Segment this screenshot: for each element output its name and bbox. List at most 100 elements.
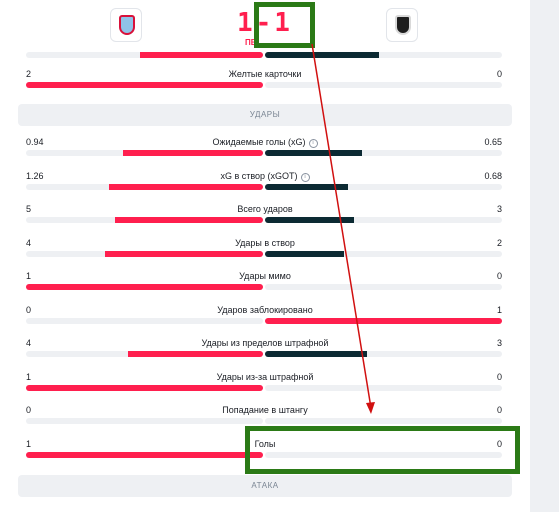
stat-label: Попадание в штангу	[130, 405, 400, 415]
home-value: 1	[26, 271, 32, 281]
info-icon[interactable]: i	[308, 139, 318, 148]
home-value: 1.26	[26, 170, 44, 181]
stat-label: Голы	[130, 439, 400, 449]
home-bar-track	[26, 183, 263, 190]
match-score: 1-1	[237, 8, 293, 38]
away-value: 0.68	[484, 170, 502, 181]
stat-row: 0.94 Ожидаемые голы (xG) i 0.65	[0, 137, 530, 170]
away-bar	[265, 250, 344, 257]
stat-label: Удары из пределов штрафной	[130, 338, 400, 348]
home-bar	[127, 351, 263, 357]
home-bar	[26, 284, 263, 290]
away-bar	[265, 183, 348, 190]
stat-label: Ожидаемые голы (xG) i	[130, 137, 400, 148]
home-bar	[123, 150, 263, 156]
info-icon[interactable]: i	[300, 172, 310, 182]
home-value: 2	[26, 69, 32, 79]
stat-row: 4 Удары в створ 2	[0, 238, 530, 271]
home-bar	[26, 82, 263, 88]
away-bar-track	[265, 418, 502, 424]
home-value: 1	[26, 371, 32, 382]
home-bar-track	[26, 284, 263, 290]
home-bar	[26, 384, 263, 391]
stat-label-text: Ожидаемые голы (xG)	[212, 137, 306, 147]
stat-row: 1 Удары мимо 0	[0, 271, 530, 304]
stat-label: xG в створ (xGOT) i	[130, 171, 400, 182]
away-bar	[265, 317, 502, 324]
stat-label-text: xG в створ (xGOT)	[220, 170, 298, 181]
stat-row: 5 Всего ударов 3	[0, 204, 530, 237]
away-bar	[265, 52, 379, 58]
away-value: 0	[496, 69, 502, 79]
away-bar-track	[265, 183, 502, 190]
stat-row: 1 Удары из-за штрафной 0	[0, 372, 530, 405]
stat-label: Удары мимо	[130, 271, 400, 281]
stat-label-text: Попадание в штангу	[222, 405, 308, 415]
stat-row: 1.26 xG в створ (xGOT) i 0.68	[0, 171, 530, 204]
home-bar-track	[26, 317, 263, 324]
home-bar	[26, 451, 263, 458]
away-bar-track	[265, 351, 502, 357]
paok-crest-icon	[395, 15, 411, 35]
stat-row-partial	[0, 38, 530, 71]
stat-label-text: Удары из-за штрафной	[216, 371, 314, 382]
home-value: 0	[26, 304, 32, 315]
stat-label-text: Удары мимо	[239, 271, 291, 281]
away-value: 0	[496, 371, 502, 382]
home-bar-track	[26, 250, 263, 257]
home-bar-track	[26, 451, 263, 458]
away-value: 0	[496, 405, 502, 415]
home-value: 1	[26, 438, 32, 449]
stat-label: Удары из-за штрафной	[130, 372, 400, 382]
home-value: 4	[26, 338, 32, 348]
away-value: 3	[496, 204, 502, 214]
stat-row-yellow-cards: 2 Желтые карточки 0	[0, 69, 530, 102]
away-team-logo[interactable]	[386, 8, 418, 42]
home-bar	[104, 250, 263, 257]
home-bar	[108, 183, 263, 190]
away-bar-track	[265, 317, 502, 324]
away-bar-track	[265, 451, 502, 458]
page-scrollbar[interactable]	[542, 0, 559, 512]
away-bar	[265, 217, 354, 223]
section-header-attack: АТАКА	[18, 475, 512, 497]
home-bar-track	[26, 82, 263, 88]
away-value: 0.65	[484, 137, 502, 147]
home-team-logo[interactable]	[110, 8, 142, 42]
away-bar-track	[265, 384, 502, 391]
away-value: 1	[496, 304, 502, 315]
stat-label-text: Всего ударов	[237, 204, 293, 214]
home-bar-track	[26, 217, 263, 223]
away-bar	[265, 150, 363, 156]
stat-row: 0 Ударов заблокировано 1	[0, 305, 530, 338]
stat-label-text: Ударов заблокировано	[217, 304, 313, 315]
away-bar-track	[265, 150, 502, 156]
celta-crest-icon	[119, 15, 135, 35]
home-value: 5	[26, 204, 32, 214]
away-bar-track	[265, 284, 502, 290]
away-bar-track	[265, 82, 502, 88]
away-value: 2	[496, 237, 502, 248]
home-bar-track	[26, 351, 263, 357]
away-bar	[265, 351, 367, 357]
home-value: 0	[26, 405, 32, 415]
stat-label-text: Голы	[254, 438, 276, 449]
stat-row: 0 Попадание в штангу 0	[0, 405, 530, 438]
away-bar-track	[265, 250, 502, 257]
away-bar-track	[265, 52, 502, 58]
stat-row: 4 Удары из пределов штрафной 3	[0, 338, 530, 371]
home-bar	[114, 217, 263, 223]
home-bar	[139, 52, 263, 58]
home-bar-track	[26, 150, 263, 156]
away-value: 3	[496, 338, 502, 348]
away-value: 0	[496, 438, 502, 449]
home-bar-track	[26, 418, 263, 424]
away-bar-track	[265, 217, 502, 223]
section-header-shots: УДАРЫ	[18, 104, 512, 126]
arrow-line	[311, 43, 372, 409]
away-value: 0	[496, 271, 502, 281]
home-value: 0.94	[26, 137, 44, 147]
stat-label: Желтые карточки	[228, 69, 302, 79]
annotation-box-score	[254, 2, 315, 48]
